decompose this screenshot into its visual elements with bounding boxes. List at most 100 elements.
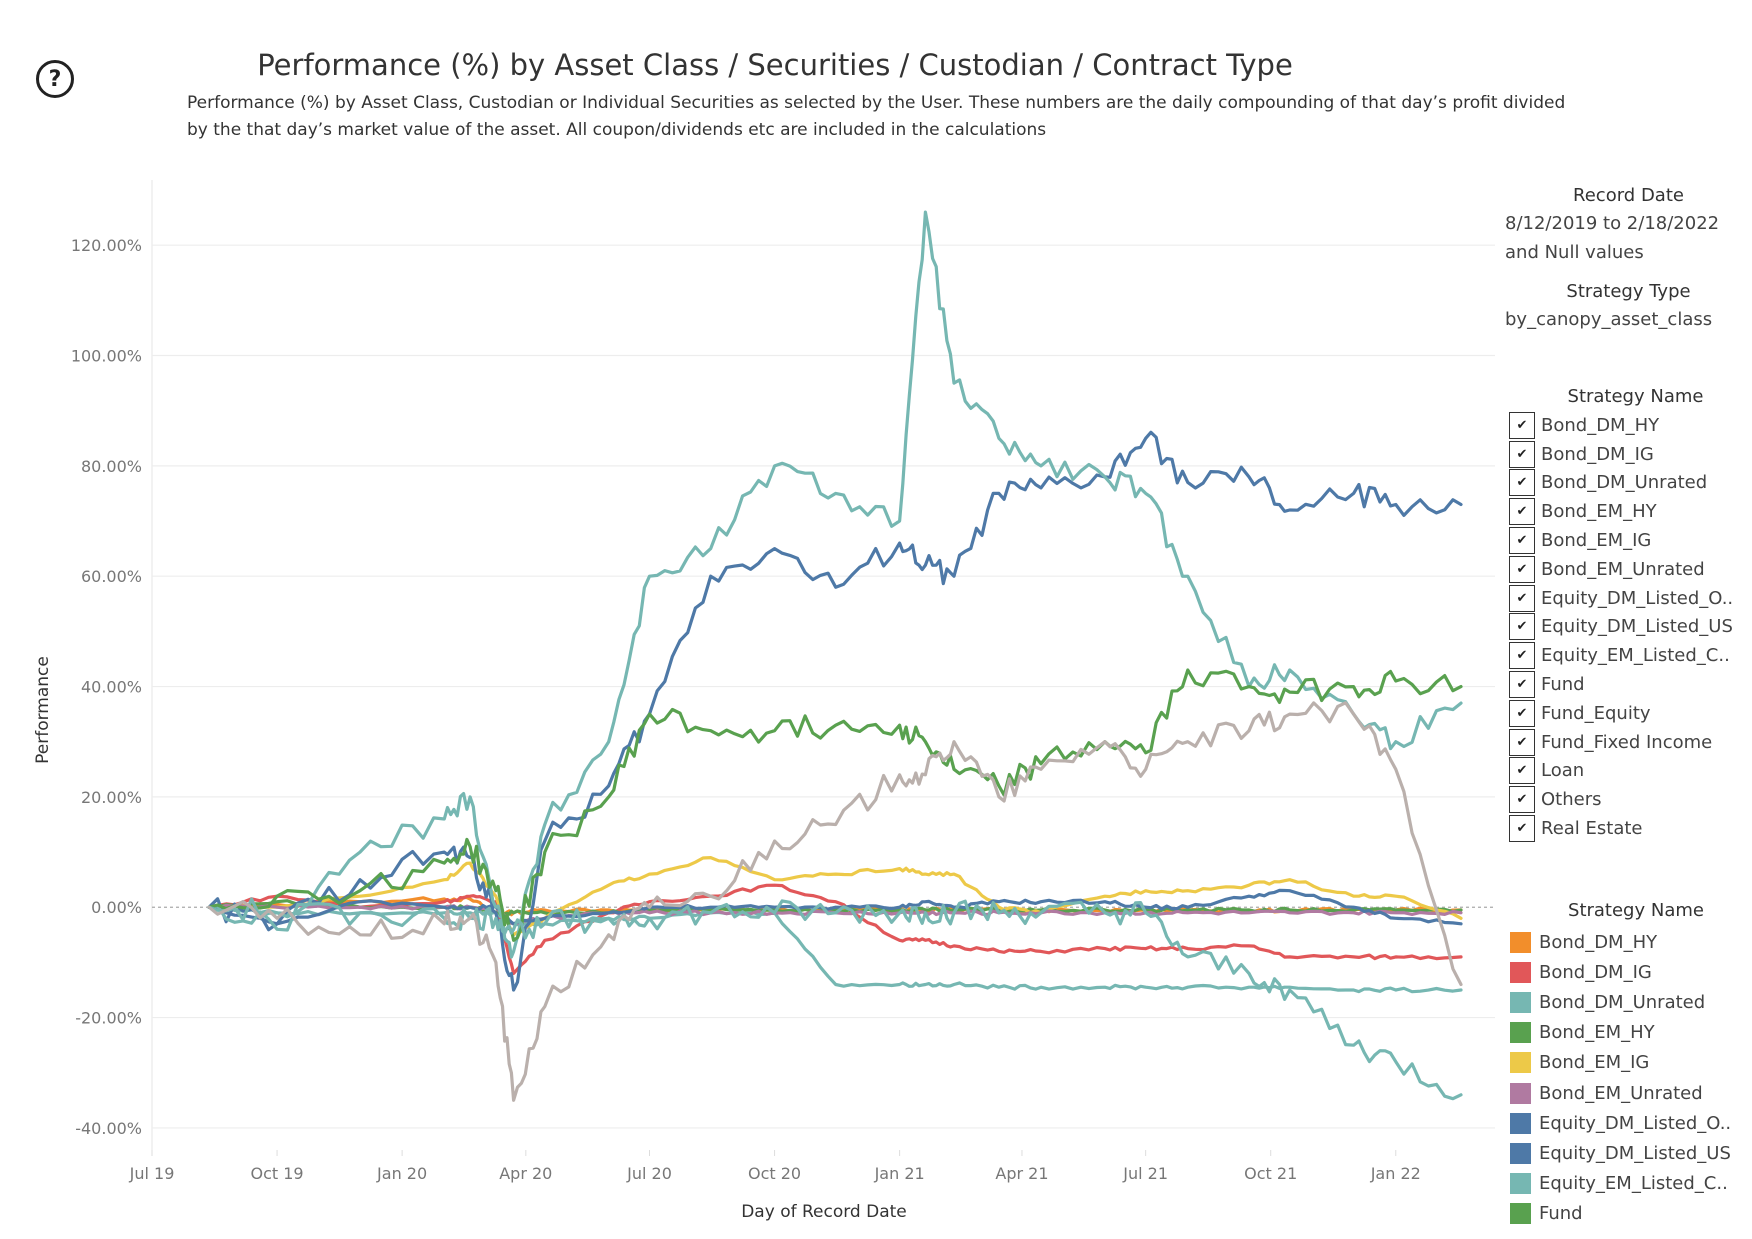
y-tick-label: 20.00% — [81, 788, 142, 807]
filter-item[interactable]: ✔ Loan — [1509, 757, 1752, 786]
help-icon[interactable]: ? — [36, 60, 74, 98]
checkbox[interactable]: ✔ — [1509, 699, 1535, 727]
x-tick-label: Jul 19 — [129, 1164, 175, 1183]
y-tick-label: 120.00% — [71, 236, 142, 255]
filter-item[interactable]: ✔ Fund — [1509, 670, 1752, 699]
checkbox[interactable]: ✔ — [1509, 498, 1535, 526]
checkbox[interactable]: ✔ — [1509, 411, 1535, 439]
y-axis-ticks: -40.00% -20.00% 0.00% 20.00% 40.00% 60.00% 80.… — [71, 236, 142, 1138]
legend-item[interactable]: Bond_DM_IG — [1510, 957, 1752, 987]
series-line-fund-equity — [207, 897, 1463, 1101]
filter-item[interactable]: ✔ Fund_Equity — [1509, 699, 1752, 728]
checkbox[interactable]: ✔ — [1509, 757, 1535, 785]
color-legend-list: Bond_DM_HY Bond_DM_IG Bond_DM_Unrated Bond_… — [1510, 927, 1752, 1229]
filter-item[interactable]: ✔ Bond_DM_IG — [1509, 440, 1752, 469]
y-axis-title: Performance — [33, 656, 53, 764]
filter-item-label: Bond_EM_Unrated — [1541, 558, 1705, 580]
legend-swatch — [1510, 991, 1531, 1013]
legend-swatch — [1510, 1052, 1531, 1074]
legend-item[interactable]: Equity_EM_Listed_C.. — [1510, 1169, 1752, 1199]
filter-item[interactable]: ✔ Equity_EM_Listed_C.. — [1509, 641, 1752, 670]
subtitle-line-2: by the that day’s market value of the as… — [187, 120, 1047, 140]
legend-label: Fund — [1539, 1203, 1583, 1225]
color-legend: Strategy Name Bond_DM_HY Bond_DM_IG Bond_D… — [1510, 900, 1752, 1229]
filter-item-label: Bond_DM_IG — [1541, 443, 1654, 465]
legend-item[interactable]: Equity_DM_Listed_US — [1510, 1138, 1752, 1168]
checkbox[interactable]: ✔ — [1509, 642, 1535, 670]
x-tick-label: Oct 21 — [1244, 1164, 1297, 1183]
y-tick-label: -20.00% — [75, 1009, 142, 1028]
checkbox[interactable]: ✔ — [1509, 440, 1535, 468]
filter-item[interactable]: ✔ Equity_DM_Listed_O.. — [1509, 584, 1752, 613]
legend-swatch — [1510, 1112, 1531, 1134]
record-date-null: and Null values — [1505, 242, 1644, 263]
strategy-name-filter-label: Strategy Name — [1567, 386, 1704, 407]
filter-item-label: Bond_DM_HY — [1541, 414, 1660, 436]
filter-item[interactable]: ✔ Real Estate — [1509, 814, 1752, 843]
legend-swatch — [1510, 1142, 1531, 1164]
checkbox[interactable]: ✔ — [1509, 469, 1535, 497]
checkbox[interactable]: ✔ — [1509, 786, 1535, 814]
legend-item[interactable]: Fund — [1510, 1199, 1752, 1229]
legend-label: Bond_EM_HY — [1539, 1022, 1655, 1044]
subtitle-line-1: Performance (%) by Asset Class, Custodia… — [187, 93, 1566, 113]
filter-item[interactable]: ✔ Fund_Fixed Income — [1509, 728, 1752, 757]
legend-label: Bond_DM_HY — [1539, 931, 1658, 953]
x-tick-label: Oct 20 — [748, 1164, 801, 1183]
legend-swatch — [1510, 1082, 1531, 1104]
checkbox[interactable]: ✔ — [1509, 555, 1535, 583]
y-tick-label: 100.00% — [71, 347, 142, 366]
filter-item[interactable]: ✔ Bond_DM_Unrated — [1509, 469, 1752, 498]
series-lines — [207, 210, 1463, 1102]
legend-item[interactable]: Bond_EM_IG — [1510, 1048, 1752, 1078]
legend-item[interactable]: Bond_DM_HY — [1510, 927, 1752, 957]
checkbox[interactable]: ✔ — [1509, 527, 1535, 555]
x-tick-label: Apr 21 — [995, 1164, 1048, 1183]
checkbox[interactable]: ✔ — [1509, 671, 1535, 699]
checkbox[interactable]: ✔ — [1509, 815, 1535, 843]
y-tick-label: 0.00% — [91, 898, 142, 917]
filter-item[interactable]: ✔ Others — [1509, 785, 1752, 814]
filter-item[interactable]: ✔ Equity_DM_Listed_US — [1509, 613, 1752, 642]
y-tick-label: -40.00% — [75, 1119, 142, 1138]
x-tick-label: Jul 20 — [626, 1164, 672, 1183]
checkbox[interactable]: ✔ — [1509, 613, 1535, 641]
filter-item-label: Equity_EM_Listed_C.. — [1541, 645, 1730, 667]
strategy-type-value[interactable]: by_canopy_asset_class — [1505, 309, 1713, 330]
legend-item[interactable]: Bond_EM_Unrated — [1510, 1078, 1752, 1108]
legend-item[interactable]: Equity_DM_Listed_O.. — [1510, 1108, 1752, 1138]
checkbox[interactable]: ✔ — [1509, 728, 1535, 756]
y-tick-label: 80.00% — [81, 457, 142, 476]
legend-item[interactable]: Bond_EM_HY — [1510, 1018, 1752, 1048]
filter-item[interactable]: ✔ Bond_EM_HY — [1509, 497, 1752, 526]
filter-item[interactable]: ✔ Bond_EM_IG — [1509, 526, 1752, 555]
filter-item-label: Loan — [1541, 760, 1585, 782]
x-tick-label: Jan 20 — [376, 1164, 427, 1183]
legend-label: Bond_EM_Unrated — [1539, 1082, 1703, 1104]
performance-line-chart: -40.00% -20.00% 0.00% 20.00% 40.00% 60.00% 80.… — [33, 180, 1495, 1222]
legend-swatch — [1510, 1203, 1531, 1225]
legend-item[interactable]: Bond_DM_Unrated — [1510, 987, 1752, 1017]
filter-item-label: Real Estate — [1541, 818, 1643, 840]
gridlines — [151, 180, 1495, 1150]
checkbox[interactable]: ✔ — [1509, 584, 1535, 612]
y-tick-label: 60.00% — [81, 567, 142, 586]
x-tick-label: Apr 20 — [499, 1164, 552, 1183]
filter-item[interactable]: ✔ Bond_EM_Unrated — [1509, 555, 1752, 584]
series-line-others — [207, 701, 1463, 1102]
filter-item-label: Fund — [1541, 674, 1585, 696]
y-tick-label: 40.00% — [81, 678, 142, 697]
legend-swatch — [1510, 961, 1531, 983]
strategy-type-label: Strategy Type — [1566, 281, 1691, 302]
record-date-value[interactable]: 8/12/2019 to 2/18/2022 — [1505, 213, 1720, 234]
x-tick-label: Oct 19 — [251, 1164, 304, 1183]
filter-item[interactable]: ✔ Bond_DM_HY — [1509, 411, 1752, 440]
legend-label: Bond_EM_IG — [1539, 1052, 1650, 1074]
chart-title: Performance (%) by Asset Class / Securit… — [257, 48, 1293, 82]
color-legend-label: Strategy Name — [1568, 900, 1704, 921]
legend-label: Bond_DM_Unrated — [1539, 991, 1706, 1013]
series-line-equity-em-listed-c- — [207, 210, 1463, 959]
filter-item-label: Bond_EM_IG — [1541, 530, 1652, 552]
filter-item-label: Fund_Fixed Income — [1541, 731, 1713, 753]
chart-subtitle: Performance (%) by Asset Class, Custodia… — [187, 90, 1587, 144]
